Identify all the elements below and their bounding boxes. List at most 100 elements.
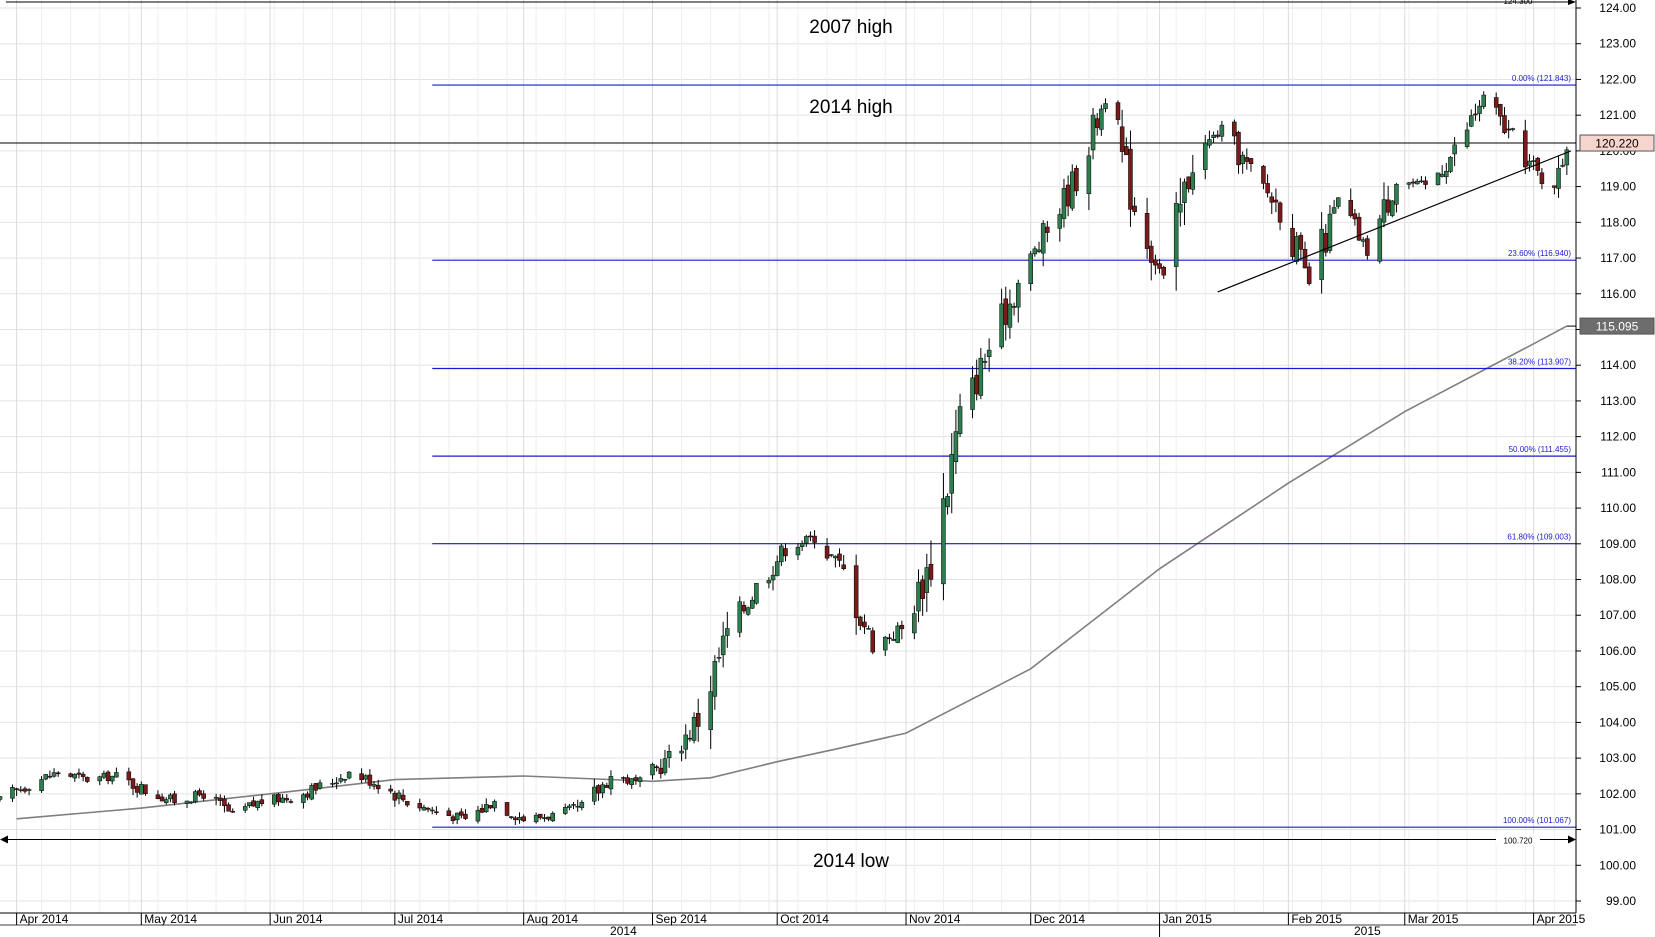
candle — [301, 792, 306, 809]
candle-body — [55, 772, 61, 775]
y-tick-label: 116.00 — [1600, 287, 1636, 301]
candle — [43, 773, 48, 781]
candle-body — [982, 360, 988, 363]
candle-body — [1406, 182, 1412, 185]
candle — [882, 635, 888, 657]
candle-body — [804, 536, 809, 544]
candle-body — [388, 788, 393, 792]
candle — [1560, 158, 1565, 168]
candle-body — [725, 628, 730, 636]
candle-body — [941, 498, 946, 585]
candle — [242, 803, 248, 813]
candle-body — [779, 545, 784, 563]
candle-body — [1157, 263, 1162, 269]
candle — [774, 555, 780, 577]
candle-body — [604, 785, 610, 788]
candle-body — [533, 814, 539, 823]
candle-body — [159, 796, 165, 802]
range-low-label: 100.720 — [1504, 837, 1533, 846]
candle — [579, 800, 585, 811]
candle-body — [1469, 115, 1474, 127]
candle-body — [43, 774, 48, 780]
candle-body — [1277, 202, 1283, 223]
candle-body — [1232, 121, 1237, 137]
candle-body — [0, 796, 3, 800]
candle — [799, 540, 805, 551]
candle — [1365, 235, 1370, 260]
candle-body — [774, 561, 780, 576]
candle — [1435, 172, 1441, 186]
candle-body — [68, 773, 73, 777]
fibonacci-levels: 0.00% (121.843) 23.60% (116.940) 38.20% (1… — [432, 74, 1576, 828]
candle — [508, 816, 514, 820]
candle-body — [259, 799, 265, 804]
candle — [309, 783, 314, 801]
candle — [679, 745, 684, 762]
candle-body — [1390, 200, 1395, 216]
candle-body — [429, 809, 435, 812]
candle-body — [895, 625, 900, 643]
candle-body — [1040, 223, 1046, 254]
fibonacci-label: 50.00% (111.455) — [1509, 445, 1572, 454]
annotation-label: 2007 high — [809, 17, 892, 38]
candle-body — [134, 786, 140, 793]
candle — [666, 744, 672, 768]
candle-body — [833, 555, 838, 559]
candle-body — [957, 406, 963, 434]
candle-body — [666, 751, 672, 759]
candle — [375, 779, 381, 794]
candle-body — [808, 535, 813, 538]
candle — [434, 806, 439, 815]
candle-body — [513, 817, 518, 821]
y-tick-label: 121.00 — [1599, 108, 1636, 122]
candle — [163, 797, 169, 805]
candle — [824, 538, 830, 561]
candle — [957, 393, 963, 438]
candle-body — [313, 783, 319, 791]
candle — [1444, 162, 1449, 184]
candle — [1040, 220, 1046, 267]
fibonacci-label: 0.00% (121.843) — [1512, 74, 1571, 83]
candle — [1331, 199, 1337, 214]
candle-body — [858, 616, 863, 626]
candle-body — [1564, 149, 1570, 166]
candle-body — [288, 801, 294, 803]
y-tick-label: 109.00 — [1599, 537, 1636, 551]
candle-body — [1099, 108, 1104, 130]
candle — [654, 764, 659, 772]
y-tick-label: 112.00 — [1600, 430, 1636, 444]
candle — [1015, 279, 1021, 323]
candle — [26, 788, 32, 796]
candle — [1182, 178, 1187, 226]
candle-body — [1510, 128, 1516, 130]
candle-body — [155, 794, 161, 800]
candle — [39, 776, 44, 793]
candle-body — [484, 804, 489, 812]
candle — [1469, 109, 1474, 128]
candle-body — [517, 817, 522, 821]
y-axis-background — [1576, 0, 1655, 937]
candle-body — [795, 546, 801, 556]
candle — [1394, 182, 1399, 213]
candle — [1336, 197, 1341, 209]
candle-body — [1057, 214, 1063, 229]
candle — [51, 768, 57, 778]
candle — [795, 543, 801, 560]
candle-body — [22, 788, 28, 792]
candle — [999, 288, 1004, 350]
candle — [912, 605, 917, 640]
candle-body — [1439, 173, 1445, 177]
candle-body — [371, 784, 377, 787]
candle-body — [363, 775, 368, 780]
candle-body — [1028, 253, 1033, 285]
candle-body — [824, 545, 830, 559]
candle-body — [571, 804, 576, 806]
candle-body — [242, 806, 248, 811]
candle — [446, 807, 452, 817]
candle-body — [309, 785, 314, 800]
candle-body — [1360, 239, 1366, 242]
candle-body — [629, 778, 634, 785]
candle — [986, 338, 992, 372]
candle-body — [450, 816, 456, 822]
